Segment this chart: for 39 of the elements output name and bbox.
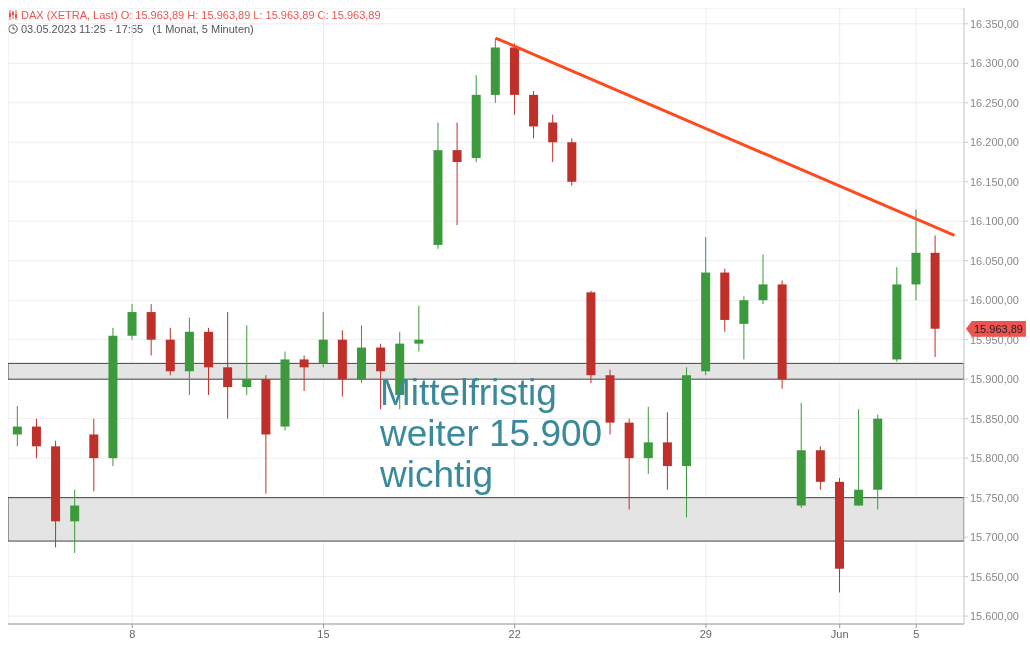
y-tick-label: 16.050,00 <box>970 254 1019 267</box>
candlestick <box>662 411 672 491</box>
candlestick <box>89 418 99 492</box>
text: 03.05.2023 11:25 - 17:55 (1 Monat, 5 Minuten) <box>21 22 254 36</box>
candlestick <box>318 311 328 368</box>
y-tick-label: 15.600,00 <box>970 610 1019 623</box>
x-tick-label: 5 <box>913 627 920 640</box>
candlestick <box>854 408 864 507</box>
candlestick <box>548 114 558 163</box>
y-tick-label: 16.300,00 <box>970 57 1019 70</box>
candlestick <box>452 122 462 226</box>
y-tick-label: 15.900,00 <box>970 373 1019 386</box>
candlestick <box>299 354 309 392</box>
x-tick-label: 29 <box>699 627 713 640</box>
x-tick-label: 15 <box>317 627 330 640</box>
y-tick-label: 15.850,00 <box>970 412 1019 425</box>
y-tick-label: 16.200,00 <box>970 136 1019 149</box>
y-tick-label: 16.150,00 <box>970 175 1019 188</box>
y-tick-label: 15.700,00 <box>970 531 1019 544</box>
text: 15.963,89 <box>966 320 1026 337</box>
candlestick <box>414 305 424 353</box>
candlestick <box>31 418 41 459</box>
candlestick <box>739 295 749 360</box>
candlestick <box>70 489 80 554</box>
x-tick-label: 8 <box>129 627 136 640</box>
candlestick <box>127 303 137 341</box>
candlestick <box>758 253 768 305</box>
y-tick-label: 15.800,00 <box>970 452 1019 465</box>
y-tick-label: 15.750,00 <box>970 491 1019 504</box>
candlestick <box>223 311 233 420</box>
candlestick <box>242 324 252 396</box>
x-tick-label: Jun <box>830 627 849 640</box>
candlestick <box>643 406 653 475</box>
y-tick-label: 16.250,00 <box>970 96 1019 109</box>
y-tick-label: 16.350,00 <box>970 17 1019 30</box>
x-tick-label: 22 <box>508 627 521 640</box>
y-tick-label: 15.650,00 <box>970 570 1019 583</box>
y-tick-label: 16.000,00 <box>970 294 1019 307</box>
y-tick-label: 16.100,00 <box>970 215 1019 228</box>
